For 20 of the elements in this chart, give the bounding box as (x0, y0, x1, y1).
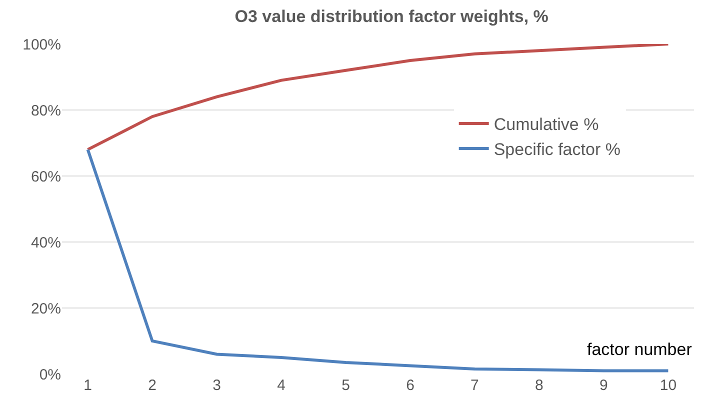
y-tick-label: 100% (22, 36, 61, 54)
x-tick-label: 10 (660, 377, 677, 394)
x-tick-label: 9 (600, 377, 608, 394)
x-tick-label: 4 (277, 377, 286, 394)
x-tick-label: 2 (148, 377, 156, 394)
y-tick-label: 0% (39, 366, 61, 384)
legend-label: Specific factor % (494, 140, 620, 160)
x-tick-label: 8 (535, 377, 544, 394)
x-tick-label: 1 (84, 377, 92, 394)
y-tick-label: 40% (30, 234, 61, 252)
y-tick-label: 20% (30, 300, 61, 318)
y-tick-label: 60% (30, 168, 61, 186)
x-tick-label: 7 (470, 377, 479, 394)
x-tick-label: 5 (342, 377, 350, 394)
x-tick-label: 3 (212, 377, 221, 394)
x-axis-title: factor number (587, 340, 692, 359)
legend-label: Cumulative % (494, 115, 599, 134)
chart-title: O3 value distribution factor weights, % (234, 7, 548, 26)
x-tick-label: 6 (406, 377, 414, 394)
y-tick-label: 80% (30, 102, 61, 120)
